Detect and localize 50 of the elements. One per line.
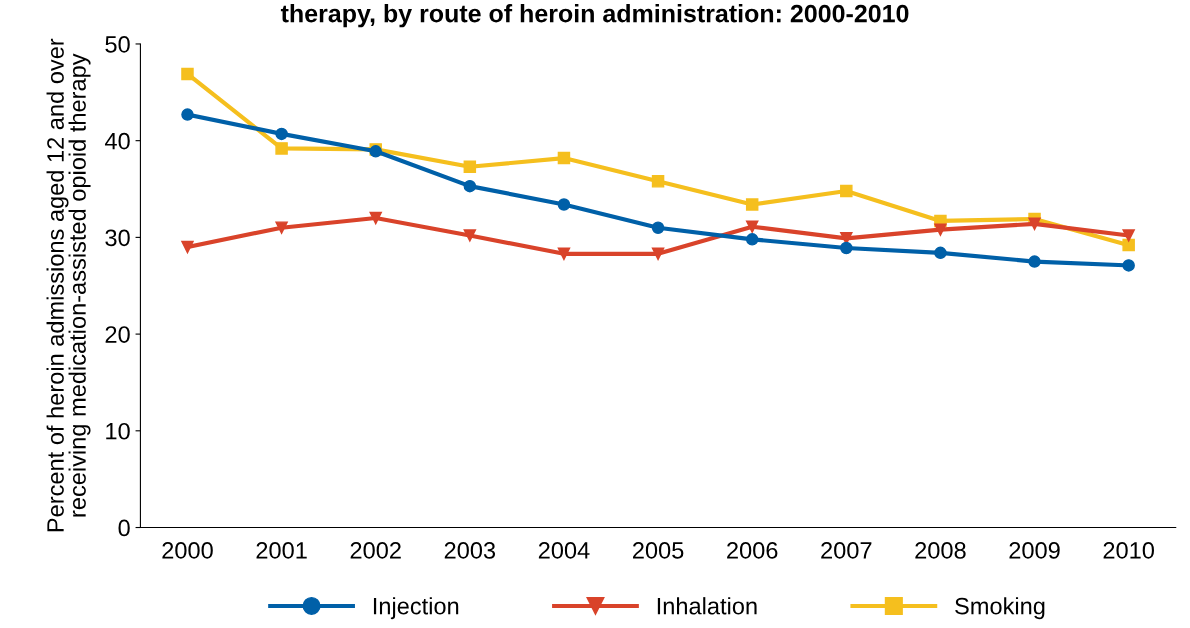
x-tick-label: 2006 xyxy=(727,542,778,559)
point xyxy=(1028,217,1041,231)
point xyxy=(463,229,477,242)
x-tick-label: 2008 xyxy=(915,542,966,559)
point xyxy=(745,220,759,233)
point xyxy=(557,247,571,261)
point xyxy=(651,221,665,234)
x-tick-label: 2005 xyxy=(633,542,684,559)
y-axis-title: Percent of heroin admissions aged 12 and over receiving medication-assisted opioid therapy xyxy=(46,38,91,532)
point xyxy=(181,108,194,121)
legend-label: Smoking xyxy=(955,597,1045,620)
point xyxy=(557,198,571,211)
legend-label: Inhalation xyxy=(657,597,757,615)
y-tick-label: 20 xyxy=(105,326,130,343)
point xyxy=(934,246,947,260)
point xyxy=(275,142,288,155)
x-tick-label: 2000 xyxy=(162,542,213,559)
x-tick-label: 2003 xyxy=(444,542,496,559)
y-tick-label: 10 xyxy=(106,422,130,440)
x-tick-label: 2004 xyxy=(538,542,590,559)
point xyxy=(463,179,477,193)
point xyxy=(557,151,571,165)
point xyxy=(651,247,665,261)
point xyxy=(745,233,759,246)
chart-title: therapy, by route of heroin administration: 2000-2010 xyxy=(280,4,909,28)
legend-label: Injection xyxy=(373,597,459,620)
point xyxy=(1122,238,1135,252)
y-tick-label: 50 xyxy=(105,36,130,53)
x-tick-label: 2010 xyxy=(1103,542,1154,559)
y-tick-label: 0 xyxy=(118,519,130,537)
point xyxy=(369,211,382,225)
point xyxy=(1028,255,1041,268)
point xyxy=(934,223,947,236)
point xyxy=(181,67,194,81)
point xyxy=(840,241,853,255)
point xyxy=(463,160,477,174)
x-tick-label: 2001 xyxy=(256,542,307,559)
x-tick-label: 2009 xyxy=(1009,542,1060,559)
point xyxy=(181,240,194,254)
point xyxy=(275,127,288,141)
point xyxy=(651,175,665,188)
point xyxy=(840,184,853,198)
point xyxy=(275,221,288,234)
x-tick-label: 2002 xyxy=(350,542,401,559)
point xyxy=(1122,259,1135,272)
point xyxy=(1122,229,1135,242)
y-tick-label: 40 xyxy=(104,132,130,150)
y-tick-label: 30 xyxy=(105,229,130,247)
x-tick-label: 2007 xyxy=(821,542,872,559)
point xyxy=(745,198,759,211)
